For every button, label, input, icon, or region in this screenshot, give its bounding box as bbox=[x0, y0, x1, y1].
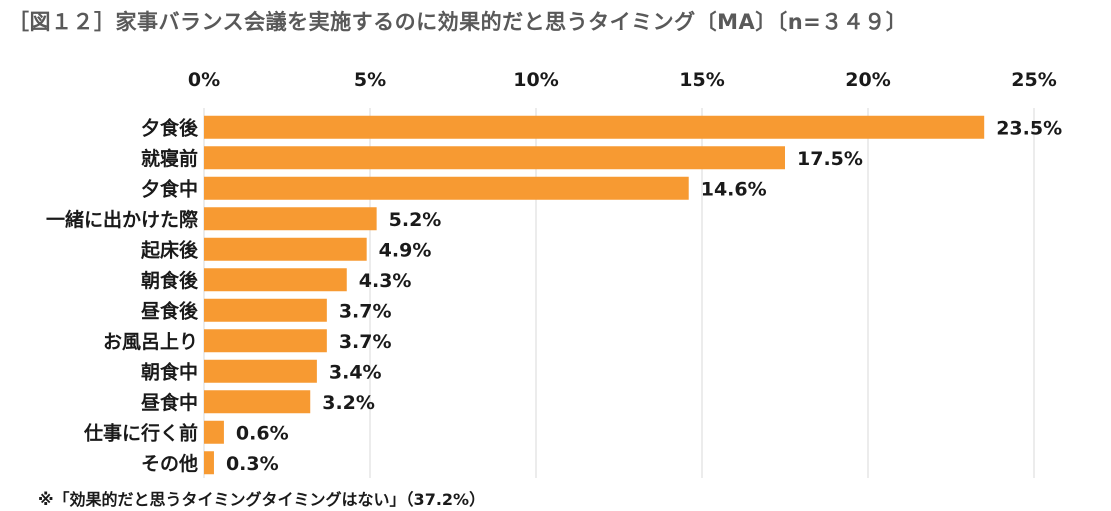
data-label: 5.2% bbox=[389, 209, 442, 231]
category-label: 昼食中 bbox=[141, 391, 198, 414]
bar bbox=[204, 298, 327, 322]
bar bbox=[204, 207, 377, 231]
bar bbox=[204, 176, 689, 200]
category-label: 起床後 bbox=[140, 238, 199, 261]
bar bbox=[204, 359, 317, 383]
x-tick-label: 15% bbox=[679, 69, 724, 91]
data-label: 3.4% bbox=[329, 361, 382, 383]
bar bbox=[204, 237, 367, 261]
category-label: 朝食中 bbox=[141, 360, 198, 383]
data-label: 17.5% bbox=[797, 148, 863, 170]
x-tick-label: 20% bbox=[845, 69, 890, 91]
bar bbox=[204, 390, 311, 414]
bars bbox=[204, 115, 985, 475]
data-label: 0.6% bbox=[236, 422, 289, 444]
data-label: 23.5% bbox=[996, 117, 1062, 139]
category-labels: 夕食後就寝前夕食中一緒に出かけた際起床後朝食後昼食後お風呂上り朝食中昼食中仕事に… bbox=[46, 116, 199, 475]
bar bbox=[204, 268, 347, 292]
x-tick-label: 25% bbox=[1011, 69, 1056, 91]
category-label: その他 bbox=[141, 452, 198, 475]
chart-title: ［図１２］家事バランス会議を実施するのに効果的だと思うタイミング〔MA〕〔n=３… bbox=[8, 10, 908, 34]
category-label: お風呂上り bbox=[103, 331, 198, 353]
category-label: 朝食後 bbox=[141, 269, 199, 292]
x-axis-ticks: 0% 5% 10% 15% 20% 25% bbox=[188, 69, 1057, 91]
x-tick-label: 5% bbox=[354, 69, 386, 91]
category-label: 就寝前 bbox=[141, 147, 198, 170]
data-label: 0.3% bbox=[226, 453, 279, 475]
data-label: 3.7% bbox=[339, 300, 392, 322]
x-tick-label: 0% bbox=[188, 69, 220, 91]
bar bbox=[204, 420, 224, 444]
bar bbox=[204, 146, 785, 170]
category-label: 昼食後 bbox=[141, 299, 199, 322]
category-label: 夕食後 bbox=[141, 116, 199, 139]
data-label: 4.9% bbox=[379, 239, 432, 261]
data-label: 3.2% bbox=[322, 392, 375, 414]
data-label: 4.3% bbox=[359, 270, 412, 292]
category-label: 一緒に出かけた際 bbox=[46, 208, 199, 231]
bar bbox=[204, 451, 214, 475]
footnote: ※「効果的だと思うタイミングタイミングはない」（37.2%） bbox=[38, 490, 486, 509]
data-label: 14.6% bbox=[701, 178, 767, 200]
x-tick-label: 10% bbox=[513, 69, 558, 91]
value-labels: 23.5% 17.5% 14.6% 5.2% 4.9% 4.3% 3.7% 3.7% 3.4% 3… bbox=[226, 117, 1062, 475]
bar bbox=[204, 329, 327, 353]
gridlines bbox=[203, 108, 1035, 478]
bar bbox=[204, 115, 985, 139]
data-label: 3.7% bbox=[339, 331, 392, 353]
category-label: 仕事に行く前 bbox=[83, 421, 198, 444]
category-label: 夕食中 bbox=[141, 177, 198, 200]
